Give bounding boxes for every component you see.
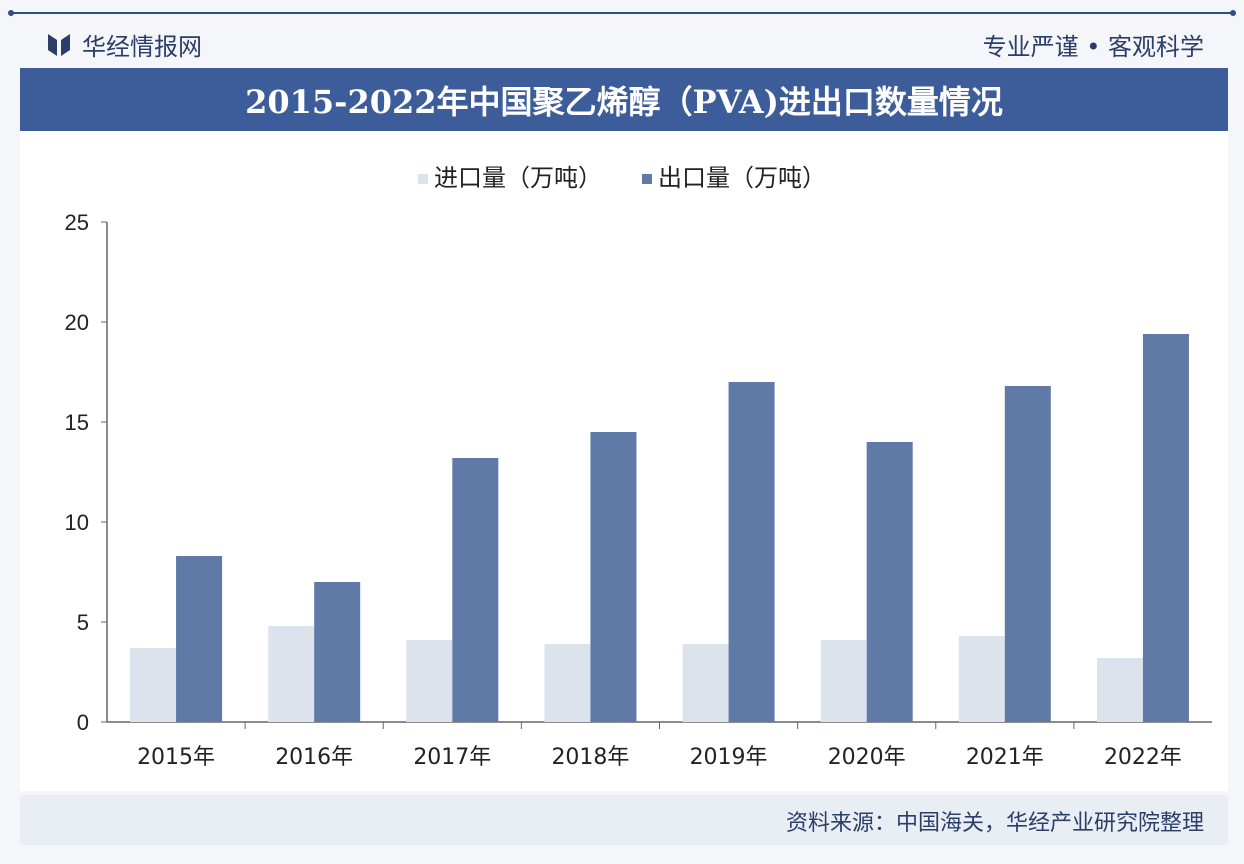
bar-import <box>820 640 867 722</box>
bar-export <box>866 442 913 722</box>
bar-export <box>590 432 637 722</box>
brand-logo-icon <box>48 33 70 56</box>
slogan: 专业严谨 • 客观科学 <box>982 33 1204 61</box>
divider-dot <box>8 10 14 16</box>
source-note: 资料来源：中国海关，华经产业研究院整理 <box>785 811 1204 836</box>
bar-import <box>1096 658 1143 722</box>
chart-title: 2015-2022年中国聚乙烯醇（PVA)进出口数量情况 <box>20 68 1228 131</box>
brand-name: 华经情报网 <box>82 33 202 61</box>
bar-export <box>1004 386 1051 722</box>
bar-import <box>406 640 453 722</box>
x-tick-label: 2019年 <box>690 745 768 770</box>
x-tick-label: 2021年 <box>966 745 1044 770</box>
x-tick-label: 2015年 <box>137 745 215 770</box>
bar-import <box>544 644 591 722</box>
bar-export <box>728 382 775 722</box>
x-tick-label: 2020年 <box>828 745 906 770</box>
x-tick-label: 2018年 <box>551 745 629 770</box>
legend-swatch-export <box>642 174 652 184</box>
bar-import <box>958 636 1005 722</box>
legend-label-export: 出口量（万吨） <box>658 164 826 192</box>
bar-export <box>314 582 361 722</box>
y-tick-label: 20 <box>65 310 89 335</box>
legend: 进口量（万吨） 出口量（万吨） <box>0 158 1244 193</box>
bar-export <box>452 458 499 722</box>
bar-import <box>682 644 729 722</box>
brand: 华经情报网 <box>48 27 202 62</box>
x-tick-label: 2022年 <box>1104 745 1182 770</box>
x-tick-label: 2016年 <box>275 745 353 770</box>
bar-export <box>176 556 223 722</box>
divider-dot <box>1230 10 1236 16</box>
y-tick-label: 10 <box>65 510 89 535</box>
legend-label-import: 进口量（万吨） <box>434 164 602 192</box>
footer-bar <box>20 795 1228 845</box>
y-tick-label: 25 <box>65 210 89 235</box>
y-tick-label: 15 <box>65 410 89 435</box>
legend-item-import: 进口量（万吨） <box>418 158 602 193</box>
bar-import <box>268 626 315 722</box>
bar-import <box>130 648 177 722</box>
legend-swatch-import <box>418 174 428 184</box>
legend-item-export: 出口量（万吨） <box>642 158 826 193</box>
bar-export <box>1142 334 1189 722</box>
top-divider <box>10 12 1234 14</box>
y-tick-label: 5 <box>77 610 89 635</box>
x-tick-label: 2017年 <box>413 745 491 770</box>
y-tick-label: 0 <box>77 710 89 735</box>
